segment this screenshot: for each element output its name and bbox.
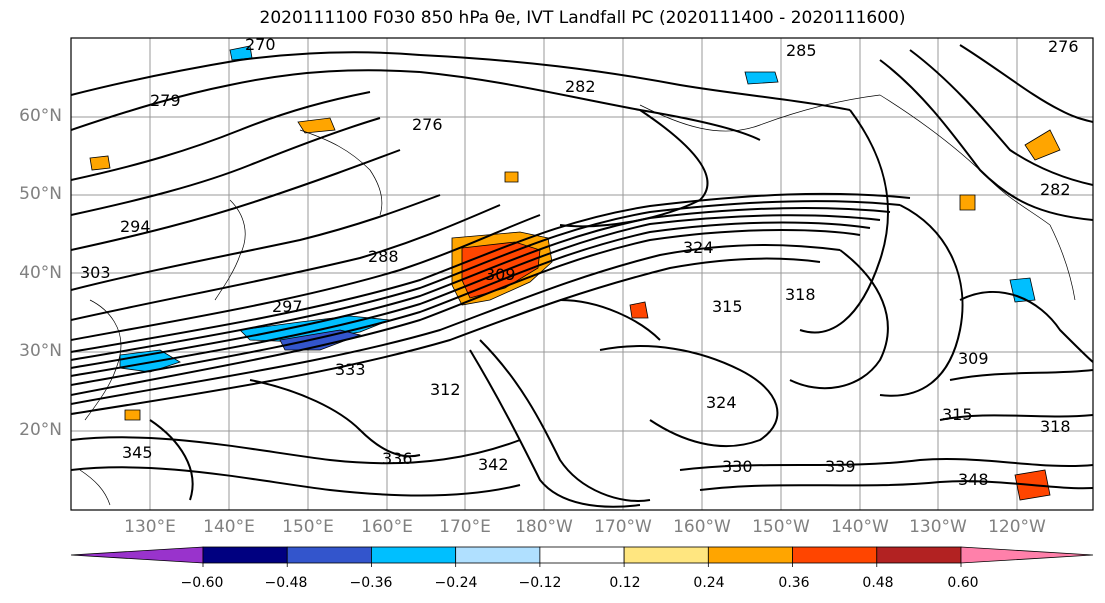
contour-label: 330 [722, 457, 753, 476]
colorbar-segment [792, 546, 878, 564]
colorbar-segment [539, 546, 625, 564]
lon-label: 150°E [282, 517, 334, 537]
contour-label: 309 [958, 349, 989, 368]
colorbar-extend-right [960, 546, 1094, 564]
lon-label: 130°E [124, 517, 176, 537]
contour-label: 282 [1040, 180, 1071, 199]
contour-label: 324 [683, 238, 714, 257]
lon-label: 150°W [752, 517, 810, 537]
contour-label: 297 [272, 297, 303, 316]
coastlines [79, 94, 1076, 506]
contour-label: 315 [942, 405, 973, 424]
contour-label: 282 [565, 77, 596, 96]
contour-labels: 270 279 276 276 282 285 288 294 297 303 … [80, 35, 1079, 489]
colorbar-segment [371, 546, 457, 564]
lon-label: 140°E [203, 517, 255, 537]
contour-label: 285 [786, 41, 817, 60]
theta-e-contours [71, 44, 1093, 508]
lat-label: 40°N [19, 263, 62, 283]
contour-label: 336 [382, 449, 413, 468]
lon-label: 170°E [439, 517, 491, 537]
contour-label: 294 [120, 217, 151, 236]
contour-label: 342 [478, 455, 509, 474]
contour-label: 288 [368, 247, 399, 266]
lon-label: 160°W [673, 517, 731, 537]
colorbar-tick-label: 0.12 [609, 575, 641, 591]
colorbar-segment [876, 546, 962, 564]
contour-label: 318 [785, 285, 816, 304]
lat-label: 20°N [19, 420, 62, 440]
lat-label: 50°N [19, 184, 62, 204]
contour-label: 315 [712, 297, 743, 316]
contour-label: 309 [485, 265, 516, 284]
colorbar-tick-label: −0.12 [518, 575, 562, 591]
lat-label: 30°N [19, 341, 62, 361]
lon-label: 170°W [594, 517, 652, 537]
map-content [71, 38, 1093, 510]
colorbar-segment [707, 546, 793, 564]
contour-label: 303 [80, 263, 111, 282]
colorbar-tick-label: −0.24 [434, 575, 478, 591]
contour-label: 318 [1040, 417, 1071, 436]
contour-label: 276 [412, 115, 443, 134]
contour-label: 324 [706, 393, 737, 412]
colorbar [70, 546, 1094, 567]
lon-label: 140°W [831, 517, 889, 537]
colorbar-tick-label: 0.60 [947, 575, 979, 591]
colorbar-tick-label: 0.48 [862, 575, 894, 591]
lon-label: 180°W [515, 517, 573, 537]
contour-label: 312 [430, 380, 461, 399]
lon-label: 130°W [909, 517, 967, 537]
lon-label: 120°W [988, 517, 1046, 537]
contour-label: 276 [1048, 37, 1079, 56]
colorbar-extend-left [70, 546, 204, 564]
colorbar-segment [286, 546, 372, 564]
colorbar-tick-label: 0.36 [778, 575, 810, 591]
map-frame [70, 37, 1094, 511]
contour-label: 339 [825, 457, 856, 476]
contour-label: 345 [122, 443, 153, 462]
contour-label: 279 [150, 91, 181, 110]
colorbar-tick-label: −0.60 [180, 575, 224, 591]
lon-label: 160°E [361, 517, 413, 537]
colorbar-segment [455, 546, 541, 564]
colorbar-segment [623, 546, 709, 564]
lat-label: 60°N [19, 106, 62, 126]
map-title: 2020111100 F030 850 hPa θe, IVT Landfall… [259, 8, 906, 28]
colorbar-tick-label: 0.24 [693, 575, 725, 591]
gridlines [71, 38, 1093, 510]
contour-label: 348 [958, 470, 989, 489]
colorbar-tick-label: −0.36 [349, 575, 393, 591]
colorbar-tick-label: −0.48 [264, 575, 308, 591]
contour-label: 270 [245, 35, 276, 54]
contour-label: 333 [335, 360, 366, 379]
colorbar-segment [202, 546, 288, 564]
